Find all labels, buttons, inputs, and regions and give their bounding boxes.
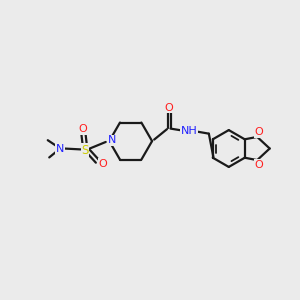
Text: O: O [165, 103, 173, 113]
Text: O: O [79, 124, 87, 134]
Text: N: N [56, 143, 64, 154]
Text: O: O [255, 128, 263, 137]
Text: S: S [81, 143, 88, 157]
Text: O: O [255, 160, 263, 170]
Text: N: N [107, 135, 116, 145]
Text: O: O [98, 159, 107, 169]
Text: NH: NH [181, 126, 198, 136]
